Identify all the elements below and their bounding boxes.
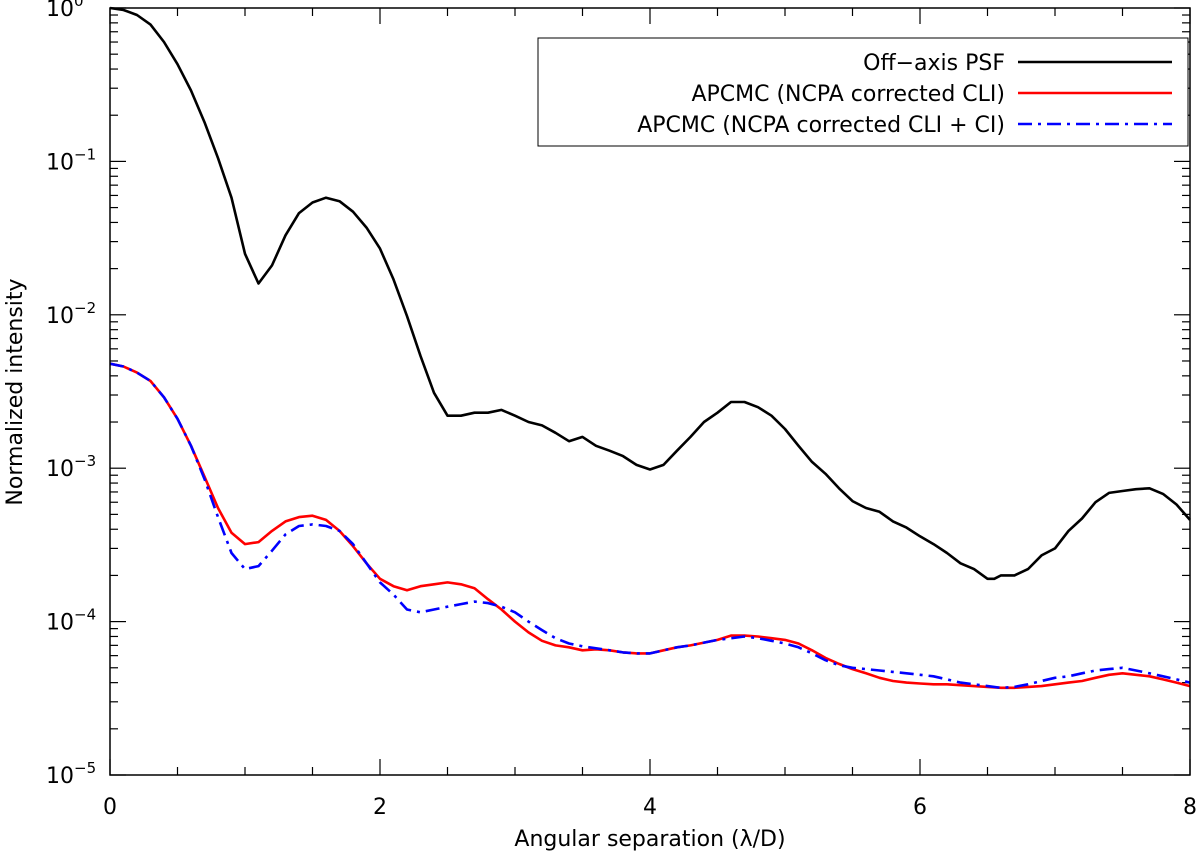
series-line-2	[109, 362, 1191, 690]
x-tick-label: 8	[1183, 795, 1197, 820]
x-tick-label: 0	[103, 795, 117, 820]
x-axis-title: Angular separation (λ/D)	[514, 827, 785, 852]
x-tick-labels: 0 2 4 6 8	[103, 795, 1197, 820]
y-tick-label: 10−2	[46, 299, 96, 329]
legend-label-0: Off−axis PSF	[863, 51, 1005, 76]
legend-label-2: APCMC (NCPA corrected CLI + CI)	[637, 113, 1005, 138]
series-line-0	[109, 6, 1191, 581]
y-tick-label: 100	[46, 0, 84, 22]
plot-frame	[109, 7, 1191, 776]
series-lines	[109, 6, 1191, 690]
x-tick-label: 4	[643, 795, 657, 820]
y-tick-label: 10−3	[46, 452, 96, 482]
x-tick-label: 6	[913, 795, 927, 820]
tick-marks	[109, 7, 1191, 776]
legend-label-1: APCMC (NCPA corrected CLI)	[691, 82, 1005, 107]
y-tick-labels: 100 10−1 10−2 10−3 10−4 10−5	[46, 0, 96, 789]
y-tick-label: 10−4	[46, 606, 96, 636]
y-axis-title: Normalized intensity	[3, 278, 28, 505]
x-tick-label: 2	[373, 795, 387, 820]
y-tick-label: 10−1	[46, 145, 96, 175]
series-line-1	[109, 362, 1191, 690]
legend: Off−axis PSF APCMC (NCPA corrected CLI) AP…	[537, 37, 1189, 147]
y-tick-label: 10−5	[46, 759, 96, 789]
